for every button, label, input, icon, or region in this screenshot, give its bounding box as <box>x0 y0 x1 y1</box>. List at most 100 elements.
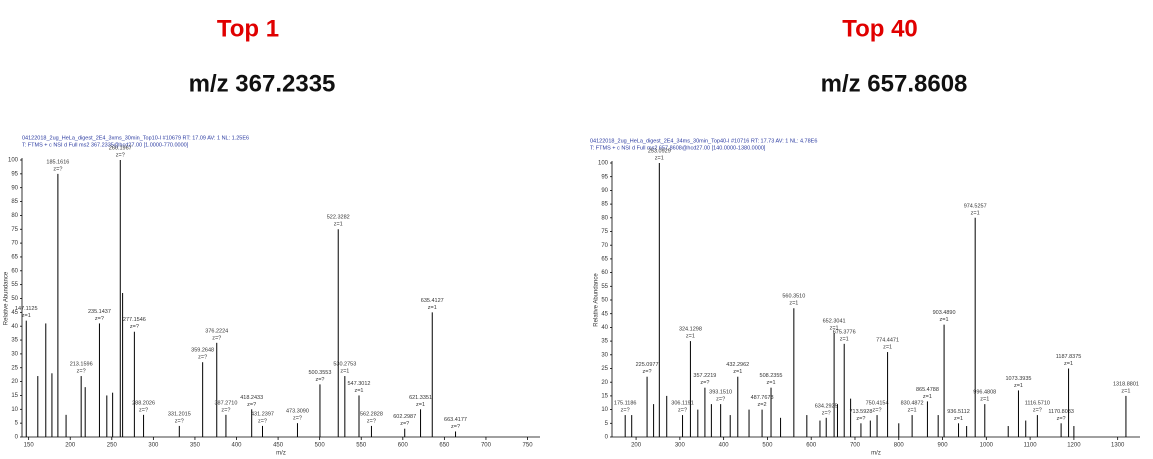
x-tick-label: 400 <box>719 443 730 449</box>
y-tick-label: 40 <box>11 324 18 330</box>
peak-label: 1073.3935 <box>1005 376 1031 382</box>
peak-label: 903.4890 <box>933 310 956 316</box>
charge-label: z=1 <box>334 222 343 228</box>
y-tick-label: 20 <box>601 380 608 386</box>
x-tick-label: 900 <box>938 443 949 449</box>
x-tick-label: 250 <box>107 443 118 449</box>
charge-label: z=1 <box>940 317 949 323</box>
charge-label: z=1 <box>340 369 349 375</box>
y-tick-label: 90 <box>601 188 608 194</box>
charge-label: z=1 <box>908 408 917 414</box>
chart-subtitle: m/z 657.8608 <box>821 70 968 97</box>
peak-label: 331.2015 <box>168 411 191 417</box>
charge-label: z=? <box>221 407 230 413</box>
y-tick-label: 60 <box>11 268 18 274</box>
peak-label: 635.4127 <box>421 298 444 304</box>
y-tick-label: 25 <box>11 365 18 371</box>
peak-label: 500.3553 <box>308 370 331 376</box>
y-tick-label: 5 <box>605 421 609 427</box>
peak-label: 376.2224 <box>205 328 228 334</box>
peak-label: 324.1298 <box>679 327 702 333</box>
x-tick-label: 400 <box>232 443 243 449</box>
charge-label: z=? <box>822 410 831 416</box>
charge-label: z=? <box>873 408 882 414</box>
y-tick-label: 15 <box>11 393 18 399</box>
charge-label: z=1 <box>971 210 980 216</box>
charge-label: z=1 <box>416 402 425 408</box>
peak-label: 547.3012 <box>348 381 371 387</box>
x-tick-label: 200 <box>65 443 76 449</box>
y-tick-label: 0 <box>15 435 19 441</box>
y-tick-label: 70 <box>601 243 608 249</box>
peak-label: 288.2026 <box>132 400 155 406</box>
peak-label: 1170.8083 <box>1048 409 1074 415</box>
peak-label: 418.2433 <box>240 395 263 401</box>
y-tick-label: 10 <box>11 407 18 413</box>
peak-label: 1116.5710 <box>1025 401 1050 407</box>
peak-label: 560.3510 <box>782 294 805 300</box>
y-tick-label: 0 <box>605 435 609 441</box>
header-line: 04122018_2ug_HeLa_digest_2E4_34ms_30min_… <box>590 138 817 144</box>
charge-label: z=? <box>53 166 62 172</box>
charge-label: z=? <box>77 369 86 375</box>
charge-label: z=1 <box>1064 361 1073 367</box>
charge-label: z=? <box>856 416 865 422</box>
x-tick-label: 1100 <box>1024 443 1038 449</box>
peak-label: 522.3282 <box>327 215 350 221</box>
charge-label: z=? <box>1057 416 1066 422</box>
x-tick-label: 650 <box>439 443 450 449</box>
peak-label: 277.1546 <box>123 317 146 323</box>
charge-label: z=1 <box>830 325 839 331</box>
x-tick-label: 450 <box>273 443 284 449</box>
charge-label: z=? <box>258 418 267 424</box>
peak-label: 530.2753 <box>333 362 356 368</box>
y-tick-label: 70 <box>11 241 18 247</box>
peak-label: 235.1437 <box>88 309 111 315</box>
charge-label: z=1 <box>655 155 664 161</box>
y-tick-label: 45 <box>601 311 608 317</box>
charge-label: z=? <box>315 377 324 383</box>
x-axis-label: m/z <box>871 451 881 457</box>
charge-label: z=? <box>643 369 652 375</box>
charge-label: z=1 <box>428 305 437 311</box>
x-tick-label: 300 <box>148 443 159 449</box>
chart-title: Top 1 <box>217 15 279 42</box>
y-axis-label: Relative Abundance <box>594 273 600 327</box>
x-tick-label: 600 <box>398 443 409 449</box>
peak-label: 1318.8801 <box>1113 381 1139 387</box>
x-tick-label: 150 <box>24 443 35 449</box>
peak-label: 602.2987 <box>393 414 416 420</box>
peak-label: 359.2648 <box>191 348 214 354</box>
peak-label: 213.1596 <box>70 362 93 368</box>
y-tick-label: 95 <box>601 174 608 180</box>
y-axis-label: Relative Abundance <box>4 271 10 325</box>
charge-label: z=1 <box>733 369 742 375</box>
charge-label: z=? <box>116 152 125 158</box>
y-tick-label: 65 <box>11 255 18 261</box>
peak-label: 253.0929 <box>648 148 671 154</box>
charge-label: z=1 <box>923 394 932 400</box>
charge-label: z=? <box>678 408 687 414</box>
peak-label: 431.2397 <box>251 411 274 417</box>
peak-label: 996.4808 <box>973 390 996 396</box>
peak-label: 432.2962 <box>726 362 749 368</box>
peak-label: 652.3041 <box>823 318 846 324</box>
charge-label: z=1 <box>767 380 776 386</box>
x-tick-label: 700 <box>481 443 492 449</box>
y-tick-label: 20 <box>11 379 18 385</box>
x-tick-label: 200 <box>631 443 642 449</box>
peak-label: 175.1186 <box>614 401 637 407</box>
peak-label: 147.1125 <box>15 306 38 312</box>
y-tick-label: 15 <box>601 393 608 399</box>
x-axis-label: m/z <box>276 451 286 457</box>
y-tick-label: 30 <box>11 351 18 357</box>
header-line: T: FTMS + c NSI d Full ms2 367.2335@hcd2… <box>22 142 189 148</box>
charge-label: z=? <box>716 397 725 403</box>
x-tick-label: 700 <box>850 443 861 449</box>
charge-label: z=? <box>198 355 207 361</box>
charge-label: z=1 <box>789 301 798 307</box>
charge-label: z=? <box>139 407 148 413</box>
charge-label: z=1 <box>980 397 989 403</box>
y-tick-label: 85 <box>601 202 608 208</box>
peak-label: 1187.8375 <box>1056 354 1082 360</box>
